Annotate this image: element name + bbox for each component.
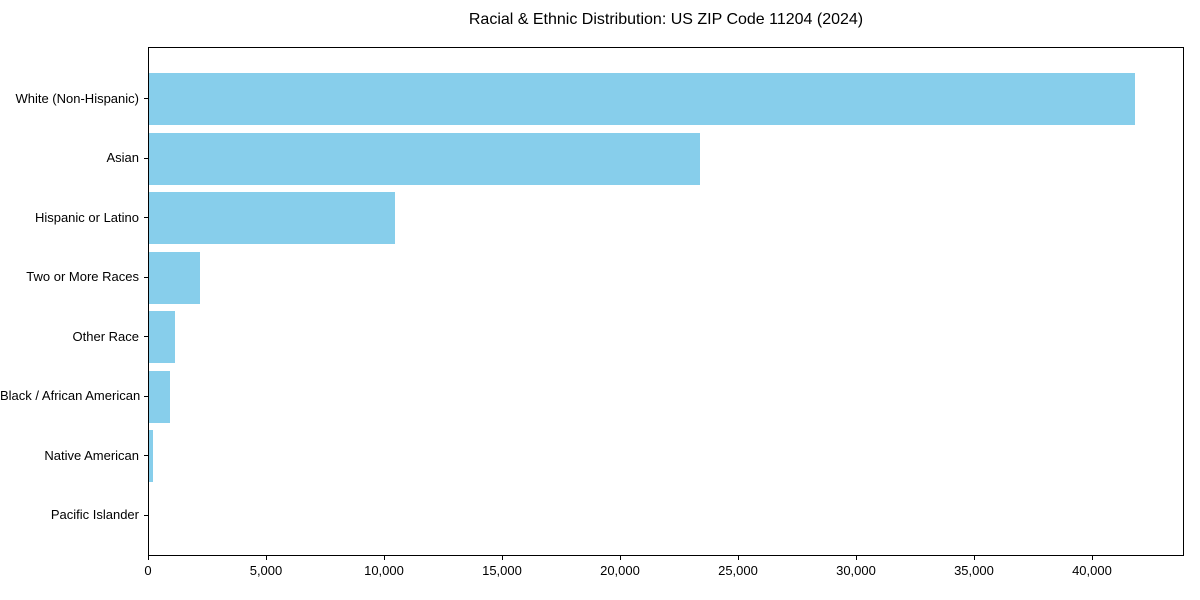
x-tick-mark — [620, 556, 621, 560]
y-tick-mark — [144, 396, 148, 397]
y-tick-mark — [144, 98, 148, 99]
bar-asian — [149, 132, 701, 185]
bar-black-african-american — [149, 370, 170, 423]
bar-two-or-more-races — [149, 251, 200, 304]
y-tick-mark — [144, 158, 148, 159]
x-tick-mark — [856, 556, 857, 560]
y-tick-mark — [144, 336, 148, 337]
x-tick-mark — [148, 556, 149, 560]
x-tick-mark — [266, 556, 267, 560]
y-tick-mark — [144, 217, 148, 218]
x-tick-label-25000: 25,000 — [718, 563, 758, 578]
plot-area — [148, 47, 1184, 556]
x-tick-mark — [738, 556, 739, 560]
x-tick-label-40000: 40,000 — [1072, 563, 1112, 578]
x-tick-label-35000: 35,000 — [954, 563, 994, 578]
y-tick-label-native-american: Native American — [44, 447, 139, 463]
y-tick-label-asian: Asian — [106, 150, 139, 166]
y-tick-mark — [144, 455, 148, 456]
bar-native-american — [149, 430, 154, 483]
bar-white-non-hispanic — [149, 73, 1136, 125]
y-tick-label-other-race: Other Race — [72, 328, 139, 344]
chart-title: Racial & Ethnic Distribution: US ZIP Cod… — [468, 11, 864, 28]
x-tick-mark — [502, 556, 503, 560]
x-tick-label-30000: 30,000 — [836, 563, 876, 578]
x-tick-mark — [974, 556, 975, 560]
x-tick-mark — [1092, 556, 1093, 560]
x-tick-label-5000: 5,000 — [249, 563, 283, 578]
x-tick-mark — [384, 556, 385, 560]
y-tick-mark — [144, 277, 148, 278]
x-tick-label-10000: 10,000 — [364, 563, 404, 578]
y-tick-label-black-african-american: Black / African American — [0, 388, 141, 404]
y-tick-label-white-non-hispanic: White (Non-Hispanic) — [15, 90, 139, 106]
y-tick-mark — [144, 515, 148, 516]
bar-other-race — [149, 311, 175, 364]
bar-hispanic-or-latino — [149, 192, 396, 245]
y-tick-label-hispanic-or-latino: Hispanic or Latino — [34, 209, 139, 225]
y-tick-label-two-or-more-races: Two or More Races — [26, 269, 139, 285]
x-tick-label-20000: 20,000 — [600, 563, 640, 578]
x-tick-label-0: 0 — [144, 563, 152, 578]
x-tick-label-15000: 15,000 — [482, 563, 522, 578]
y-tick-label-pacific-islander: Pacific Islander — [50, 507, 139, 523]
